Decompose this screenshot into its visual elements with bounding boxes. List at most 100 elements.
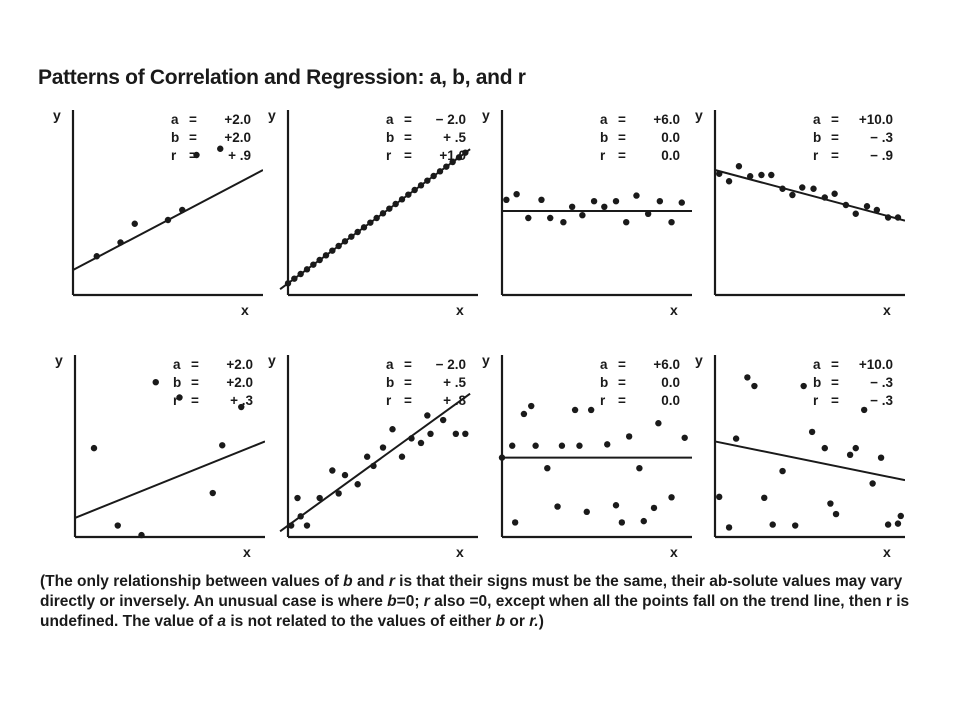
coef-equals: = [189,112,197,127]
regression-line [714,169,905,222]
coef-equals: = [831,112,839,127]
x-axis-label: x [883,302,891,318]
data-point [554,503,561,510]
coef-b-value: 0.0 [661,130,680,145]
coef-equals: = [831,393,839,408]
y-axis-label: y [268,107,276,123]
coef-equals: = [191,357,199,372]
caption-text: is not related to the values of either [226,613,496,630]
coef-equals: = [831,375,839,390]
coef-r-value: + .8 [443,393,466,408]
data-point [179,206,186,214]
data-point [131,220,138,227]
caption-var-r: r [423,593,430,610]
data-point [303,266,311,273]
data-point [800,382,807,390]
coef-r-label: r [600,148,606,163]
coef-a-value: +2.0 [224,112,251,127]
data-point [386,205,393,212]
caption-var-b: b [343,573,353,590]
data-point [417,439,425,447]
data-point [284,280,292,287]
data-point [398,453,406,460]
data-point [528,402,535,410]
caption-var-a: a [217,613,227,630]
data-point [668,494,675,501]
coef-a-value: +10.0 [859,357,893,372]
data-point [341,471,349,479]
coef-b-value: +2.0 [226,375,253,390]
regression-line [74,440,265,519]
data-point [398,196,406,203]
coef-a-label: a [813,357,821,372]
data-point [503,196,510,203]
coef-a-value: − 2.0 [436,112,466,127]
data-point [604,441,611,448]
coef-b-value: +2.0 [224,130,251,145]
data-point [769,521,776,528]
coef-r-value: 0.0 [661,148,680,163]
data-point [532,442,539,449]
coef-equals: = [189,130,197,145]
data-point [884,214,892,221]
data-point [618,519,626,526]
data-point [322,252,330,259]
coef-a-label: a [813,112,821,127]
data-point [832,510,840,518]
data-point [217,145,224,152]
data-point [297,270,304,278]
data-point [348,233,355,240]
data-point [417,182,425,189]
scatter-panel-8: y x a = +10.0 b = − .3 r = − .3 [695,352,905,560]
coef-b-label: b [600,130,608,145]
coef-equals: = [404,393,412,408]
data-point [625,433,633,440]
data-point [761,494,768,502]
data-point [897,512,904,520]
data-point [744,374,751,381]
data-point [842,201,850,209]
coef-b-label: b [600,375,608,390]
coef-r-value: − .3 [870,393,893,408]
data-point [860,406,868,414]
caption-text: is that their signs must be the same, th… [40,573,903,610]
data-point [852,444,859,452]
coef-equals: = [404,130,412,145]
data-point [678,199,685,206]
coef-a-value: +6.0 [653,357,680,372]
x-axis-label: x [670,302,678,318]
coef-a-label: a [600,112,608,127]
data-point [558,442,566,449]
regression-line [714,440,905,482]
coef-r-value: 0.0 [661,393,680,408]
coef-equals: = [404,148,412,163]
data-point [354,228,361,236]
data-point [644,210,652,217]
data-point [411,186,418,194]
y-axis-label: y [55,352,63,368]
data-point [455,154,463,161]
data-point [363,453,371,460]
coef-equals: = [618,375,626,390]
data-point [449,158,456,166]
coef-r-value: + .9 [228,148,251,163]
y-axis-label: y [482,107,490,123]
data-point [810,185,817,192]
data-point [452,430,460,437]
data-point [392,200,399,208]
data-point [538,196,545,203]
y-axis-label: y [695,107,703,123]
data-point [884,521,892,528]
data-point [354,481,361,488]
data-point [894,214,902,221]
data-point [640,517,647,525]
data-point [389,426,396,433]
data-point [650,504,658,512]
data-point [379,444,387,451]
data-point [681,434,688,441]
coef-a-value: − 2.0 [436,357,466,372]
data-point [758,171,765,179]
data-point [821,444,828,452]
coef-a-label: a [171,112,179,127]
data-point [310,261,317,268]
